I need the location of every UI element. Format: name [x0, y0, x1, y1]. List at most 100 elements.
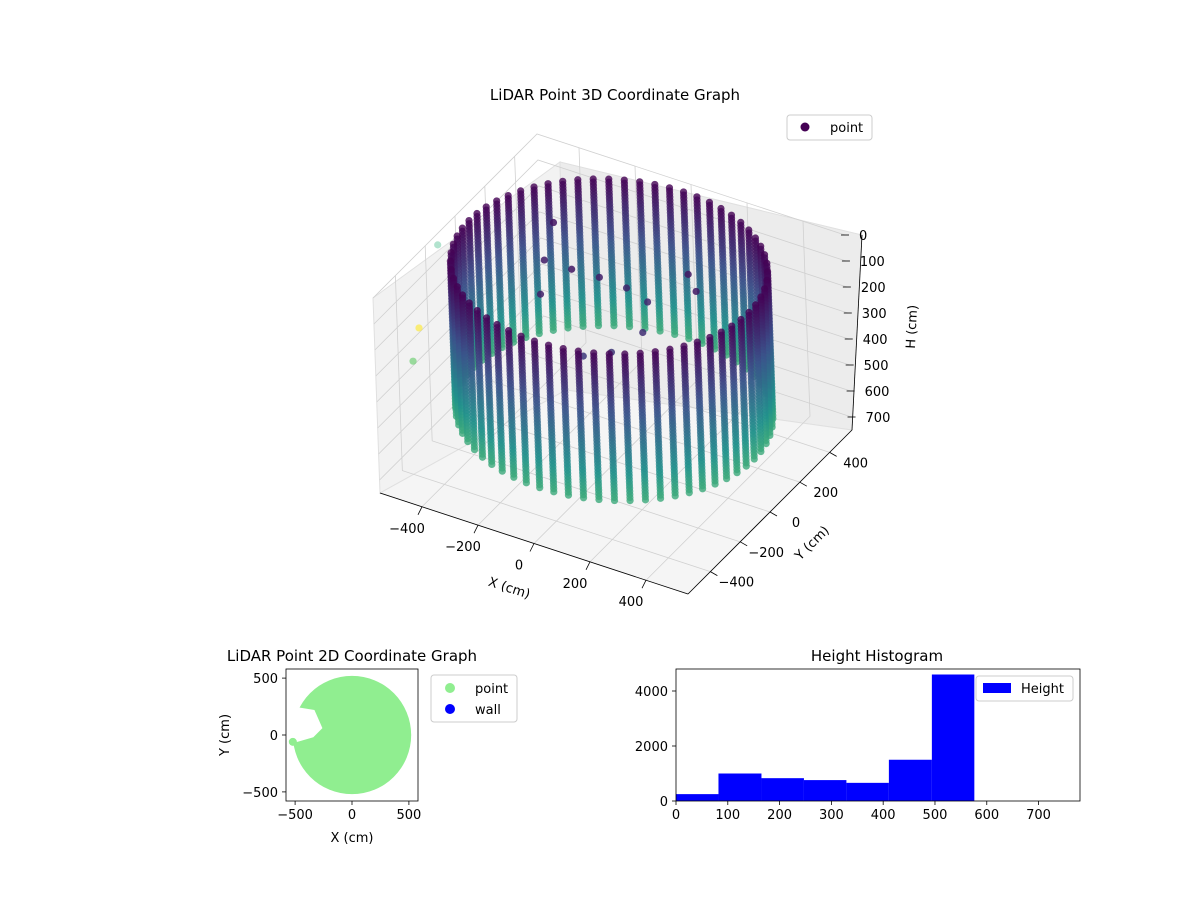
wall-point — [742, 462, 750, 470]
y-tick-label: 200 — [813, 486, 838, 501]
wall-point — [564, 491, 573, 499]
wall-point — [625, 323, 634, 331]
y-tick — [739, 541, 748, 547]
x-tick-label-hist: 600 — [974, 808, 999, 823]
x-tick-label-2d: −500 — [277, 808, 313, 823]
chart-histogram: Height Histogram 0 100 200 300 400 500 600 700 0… — [635, 647, 1081, 823]
histogram-bar — [718, 773, 762, 801]
y-tick-label-2d: 500 — [253, 672, 278, 687]
grid-line-y — [394, 275, 711, 573]
y-tick — [769, 511, 778, 517]
grid-line-z — [372, 133, 846, 299]
histogram-bar — [761, 778, 804, 801]
interior-point — [643, 298, 652, 306]
x-tick-label: 200 — [563, 577, 588, 592]
wall-point — [579, 322, 587, 330]
wall-point — [656, 327, 664, 335]
y-tick-label-2d: 0 — [270, 729, 278, 744]
interior-point — [692, 287, 700, 296]
ticks-3d: −400 −400 −200 −200 0 0 200 200 400 400 0 100 200 300… — [389, 229, 890, 610]
wall-point — [733, 469, 741, 477]
histogram-bar — [846, 782, 889, 801]
z-tick-label: 400 — [863, 333, 888, 348]
x-tick-label-hist: 500 — [923, 808, 948, 823]
z-tick-label: 500 — [864, 359, 889, 374]
z-tick-label: 100 — [860, 255, 885, 270]
x-tick-label-hist: 400 — [871, 808, 896, 823]
legend-3d-frame — [786, 114, 873, 141]
wall-point — [549, 326, 557, 334]
points-3d — [409, 175, 777, 505]
y-tick-label: −200 — [748, 546, 784, 561]
x-axis-label: X (cm) — [486, 575, 532, 603]
wall-point — [757, 447, 765, 456]
interior-point — [536, 290, 545, 298]
x-tick — [473, 524, 479, 534]
legend-2d-wall-marker — [445, 704, 455, 714]
wall-point — [510, 473, 518, 481]
chart-3d: LiDAR Point 3D Coordinate Graph −400−400… — [372, 86, 921, 610]
z-axis-line — [851, 234, 863, 431]
legend-histogram-swatch — [983, 683, 1011, 693]
histogram-bar — [676, 794, 719, 801]
outlier-point — [415, 324, 423, 332]
interior-point — [595, 273, 603, 281]
x-tick-label-hist: 0 — [672, 808, 680, 823]
outlier-point — [434, 241, 442, 249]
y-tick — [799, 481, 808, 487]
wall-point — [579, 494, 588, 502]
wall-point — [626, 497, 634, 505]
legend-histogram: Height — [975, 675, 1074, 702]
histogram-title: Height Histogram — [811, 647, 943, 665]
wall-point — [685, 489, 693, 497]
grid-line-y — [424, 245, 741, 543]
x-tick-label: −200 — [445, 540, 481, 555]
wall-point — [594, 322, 603, 330]
x-tick-label: 400 — [619, 595, 644, 610]
y-tick-label-2d: −500 — [242, 786, 278, 801]
interior-point — [684, 270, 692, 278]
wall-point — [671, 492, 679, 500]
z-tick-label: 200 — [861, 281, 886, 296]
x-tick-label-hist: 100 — [715, 808, 740, 823]
y-axis-label-2d: Y (cm) — [218, 714, 233, 757]
wall-point — [522, 479, 530, 487]
wall-point — [698, 485, 707, 493]
x-tick-label-hist: 200 — [767, 808, 792, 823]
scatter-2d-plot: −500 0 500 −500 0 500 — [242, 668, 421, 823]
chart-3d-title: LiDAR Point 3D Coordinate Graph — [490, 86, 740, 104]
point-dot — [296, 745, 305, 754]
grid-line-x — [645, 221, 811, 581]
plot-frame-histogram — [675, 668, 1081, 802]
x-tick — [529, 543, 535, 552]
point-notch — [286, 705, 323, 742]
x-tick — [417, 506, 423, 515]
x-tick-label-2d: 500 — [396, 808, 421, 823]
wall-point — [722, 475, 731, 483]
interior-point — [549, 218, 558, 227]
y-tick-label: 0 — [792, 516, 800, 531]
wall-point — [498, 467, 506, 475]
legend-3d: point — [786, 114, 873, 141]
x-tick-label-hist: 300 — [819, 808, 844, 823]
y-tick-label: 400 — [843, 456, 868, 471]
z-tick-label: 700 — [866, 411, 891, 426]
wall-point — [711, 480, 719, 488]
x-tick — [585, 561, 591, 571]
legend-histogram-frame — [975, 675, 1074, 702]
interior-point — [622, 284, 631, 292]
interior-point — [639, 328, 647, 337]
wall-point — [550, 488, 558, 496]
wall-point — [610, 322, 618, 330]
wall-point — [488, 460, 496, 469]
wall-point — [595, 495, 603, 504]
x-tick-label-hist: 700 — [1026, 808, 1051, 823]
x-tick-label-2d: 0 — [348, 808, 356, 823]
z-tick-label: 600 — [865, 385, 890, 400]
y-tick-label-hist: 0 — [660, 795, 668, 810]
point-cloud — [286, 675, 412, 795]
wall-point — [685, 334, 693, 343]
outlier-point — [409, 357, 417, 365]
z-tick-label: 0 — [859, 229, 867, 244]
